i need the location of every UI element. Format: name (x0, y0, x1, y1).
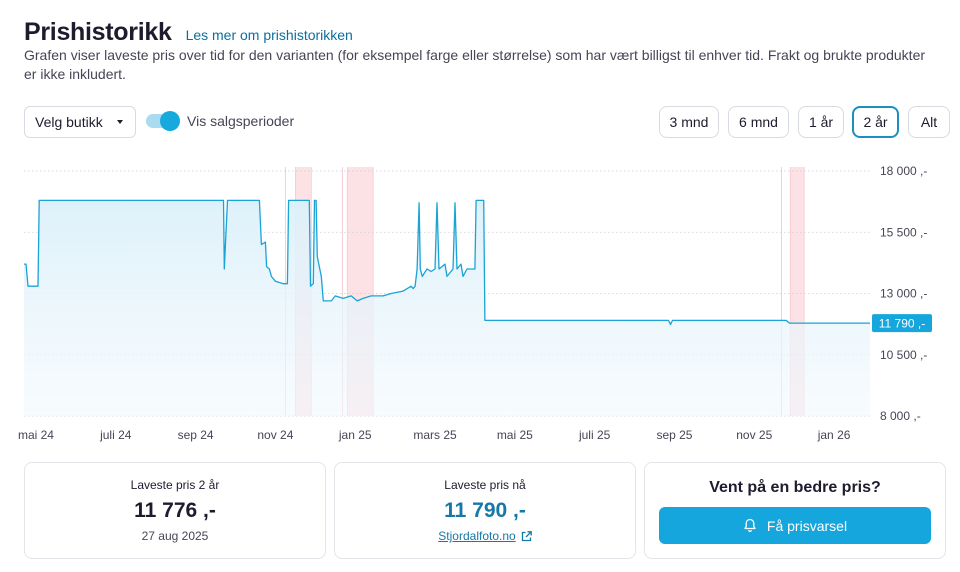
lowest-now-value: 11 790 ,- (444, 499, 526, 522)
range-all-button[interactable]: Alt (908, 106, 950, 138)
x-tick-label: jan 25 (338, 428, 372, 442)
y-tick-label: 10 500 ,- (880, 348, 927, 362)
price-alert-heading: Vent på en bedre pris? (709, 479, 881, 496)
sale-periods-toggle[interactable] (146, 111, 180, 131)
learn-more-link[interactable]: Les mer om prishistorikken (185, 27, 353, 43)
x-tick-label: juli 25 (578, 428, 611, 442)
store-link-label: Stjordalfoto.no (438, 529, 516, 543)
store-link[interactable]: Stjordalfoto.no (335, 529, 635, 543)
lowest-2y-label: Laveste pris 2 år (130, 478, 220, 492)
price-line-series (24, 199, 870, 326)
price-alert-button[interactable]: Få prisvarsel (659, 507, 931, 544)
chart-description: Grafen viser laveste pris over tid for d… (24, 47, 926, 82)
y-tick-label: 15 500 ,- (880, 225, 927, 239)
caret-down-icon (117, 120, 123, 124)
x-tick-label: sep 24 (178, 428, 214, 442)
x-tick-label: nov 24 (257, 428, 293, 442)
range-1-year-button[interactable]: 1 år (798, 106, 844, 138)
y-tick-label: 18 000 ,- (880, 164, 927, 178)
x-tick-label: mai 24 (18, 428, 54, 442)
controls-bar: Velg butikk Vis salgsperioder 3 mnd 6 mn… (24, 106, 950, 138)
page-title: Prishistorikk (24, 18, 172, 46)
external-link-icon (521, 530, 532, 541)
price-alert-button-label: Få prisvarsel (766, 517, 848, 534)
range-6-months-button[interactable]: 6 mnd (728, 106, 789, 138)
price-history-chart[interactable]: 18 000 ,- 15 500 ,- 13 000 ,- 10 500 ,- 8 00… (0, 150, 960, 450)
x-tick-label: jan 26 (817, 428, 851, 442)
header: Prishistorikk Les mer om prishistorikken (24, 18, 353, 47)
current-price-label: 11 790 ,- (879, 317, 925, 331)
lowest-2y-date: 27 aug 2025 (141, 529, 209, 543)
y-tick-label: 13 000 ,- (880, 287, 927, 301)
y-tick-label: 8 000 ,- (880, 409, 921, 423)
toggle-knob (160, 111, 180, 131)
x-tick-label: mai 25 (497, 428, 533, 442)
store-select[interactable]: Velg butikk (24, 106, 136, 138)
sale-periods-label: Vis salgsperioder (187, 113, 295, 129)
x-tick-label: sep 25 (656, 428, 692, 442)
lowest-now-label: Laveste pris nå (444, 478, 526, 492)
current-price-tag (872, 314, 932, 333)
range-3-months-button[interactable]: 3 mnd (659, 106, 719, 138)
range-2-years-button[interactable]: 2 år (852, 106, 899, 138)
lowest-price-now-card: Laveste pris nå 11 790 ,- Stjordalfoto.n… (334, 462, 636, 559)
x-tick-label: nov 25 (736, 428, 772, 442)
price-area (24, 200, 870, 416)
bell-icon (744, 518, 756, 533)
x-tick-label: mars 25 (413, 428, 457, 442)
lowest-price-2y-card: Laveste pris 2 år 11 776 ,- 27 aug 2025 (24, 462, 326, 559)
price-alert-card: Vent på en bedre pris? Få prisvarsel (644, 462, 946, 559)
lowest-2y-value: 11 776 ,- (134, 499, 216, 522)
x-tick-label: juli 24 (99, 428, 132, 442)
store-select-label: Velg butikk (35, 114, 103, 130)
